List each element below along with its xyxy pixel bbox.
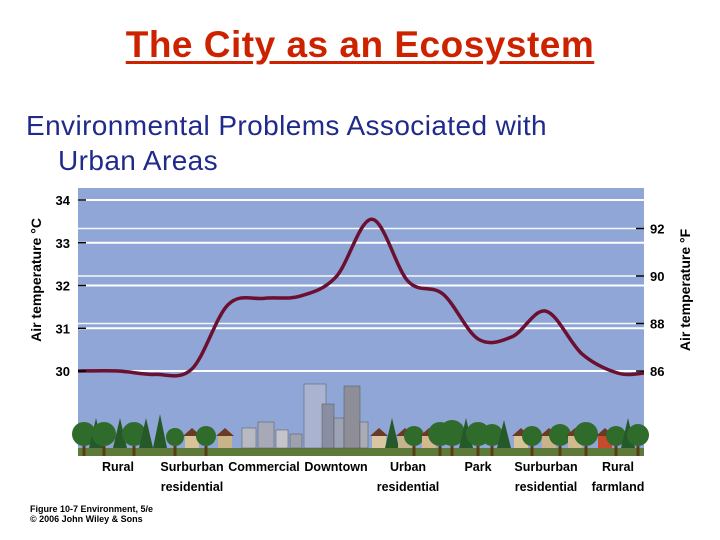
tree-trunk: [490, 446, 494, 456]
tree-trunk: [530, 446, 534, 456]
pine-tree: [153, 414, 167, 448]
y-axis-left-ticks: 30 31 32 33 34: [56, 193, 86, 379]
y2-tick-label: 86: [650, 364, 664, 379]
tree: [522, 426, 542, 456]
house-wall: [218, 436, 232, 448]
tree: [196, 426, 216, 456]
tree-trunk: [584, 446, 588, 456]
y-tick-label: 33: [56, 236, 70, 251]
tree-trunk: [636, 446, 640, 456]
x-category-label: Rural: [602, 460, 634, 474]
x-category-label-line2: residential: [377, 480, 440, 494]
tree-crown: [92, 422, 116, 446]
x-axis-category-labels: Rural Surburban residential Commercial Downt…: [102, 460, 644, 494]
building: [275, 429, 289, 449]
y2-tick-label: 88: [650, 317, 664, 332]
pine-tree: [385, 418, 399, 448]
tree-crown: [522, 426, 542, 446]
tree-trunk: [82, 446, 86, 456]
tree-crown: [166, 428, 184, 446]
tree-trunk: [558, 446, 562, 456]
tree: [627, 424, 649, 456]
tree-trunk: [204, 446, 208, 456]
tree-crown: [196, 426, 216, 446]
y-tick-label: 34: [56, 193, 71, 208]
figure-caption-line-1: Figure 10-7 Environment, 5/e: [30, 504, 154, 514]
tree-trunk: [438, 446, 442, 456]
temperature-chart: 30 31 32 33 34 86 88 90 92 Air temperature °C A…: [28, 188, 693, 494]
building: [289, 433, 303, 449]
tree-trunk: [614, 446, 618, 456]
house: [370, 428, 388, 448]
house-wall: [185, 436, 199, 448]
x-category-label-line2: farmland: [592, 480, 645, 494]
tree-crown: [549, 424, 571, 446]
temperature-curve: [77, 217, 645, 378]
building: [321, 403, 335, 449]
house-wall: [372, 436, 386, 448]
tree-crown: [439, 420, 465, 446]
subtitle-line-1: Environmental Problems Associated with: [26, 110, 547, 141]
tree: [72, 422, 96, 456]
tree-trunk: [476, 446, 480, 456]
x-category-label: Park: [464, 460, 491, 474]
y-axis-right-label: Air temperature °F: [677, 228, 693, 351]
x-category-label: Surburban: [160, 460, 223, 474]
house-roof: [216, 428, 234, 436]
x-category-label-line2: residential: [515, 480, 578, 494]
building: [343, 385, 361, 449]
house: [216, 428, 234, 448]
subtitle-line-2: Urban Areas: [58, 145, 219, 176]
x-category-label: Surburban: [514, 460, 577, 474]
y2-tick-label: 90: [650, 269, 664, 284]
slide-subtitle: Environmental Problems Associated with Ur…: [26, 108, 686, 178]
y-axis-right-ticks: 86 88 90 92: [636, 222, 664, 379]
building: [241, 427, 257, 449]
pine-tree: [113, 418, 127, 448]
tree-crown: [122, 422, 146, 446]
tree-crown: [574, 422, 598, 446]
tree-crown: [481, 424, 503, 446]
building: [333, 417, 345, 449]
building: [359, 421, 369, 449]
grid-lines: [78, 199, 644, 372]
tree-trunk: [412, 446, 416, 456]
y2-tick-label: 92: [650, 222, 664, 237]
x-category-label: Commercial: [228, 460, 300, 474]
tree-crown: [606, 426, 626, 446]
y-tick-label: 30: [56, 364, 70, 379]
tree: [549, 424, 571, 456]
tree-crown: [404, 426, 424, 446]
house-roof: [370, 428, 388, 436]
building: [257, 421, 275, 449]
tree: [574, 422, 598, 456]
x-category-label: Urban: [390, 460, 426, 474]
pine-tree: [139, 418, 153, 448]
tree: [481, 424, 503, 456]
y-axis-left-label: Air temperature °C: [28, 218, 44, 342]
city-skyline-illustration: [72, 383, 649, 456]
tree-trunk: [132, 446, 136, 456]
ground: [78, 448, 644, 456]
y-tick-label: 31: [56, 321, 70, 336]
tree-trunk: [173, 446, 177, 456]
tree-trunk: [450, 446, 454, 456]
tree: [122, 422, 146, 456]
tree: [439, 420, 465, 456]
figure-caption-line-2: © 2006 John Wiley & Sons: [30, 514, 143, 524]
x-category-label-line2: residential: [161, 480, 224, 494]
tree-crown: [627, 424, 649, 446]
tree: [404, 426, 424, 456]
tree-trunk: [102, 446, 106, 456]
tree: [166, 428, 184, 456]
y-tick-label: 32: [56, 279, 70, 294]
x-category-label: Rural: [102, 460, 134, 474]
x-category-label: Downtown: [304, 460, 367, 474]
slide-title: The City as an Ecosystem: [125, 24, 595, 65]
tree-crown: [72, 422, 96, 446]
tree: [92, 422, 116, 456]
pine-tree: [497, 420, 511, 448]
tree: [606, 426, 626, 456]
